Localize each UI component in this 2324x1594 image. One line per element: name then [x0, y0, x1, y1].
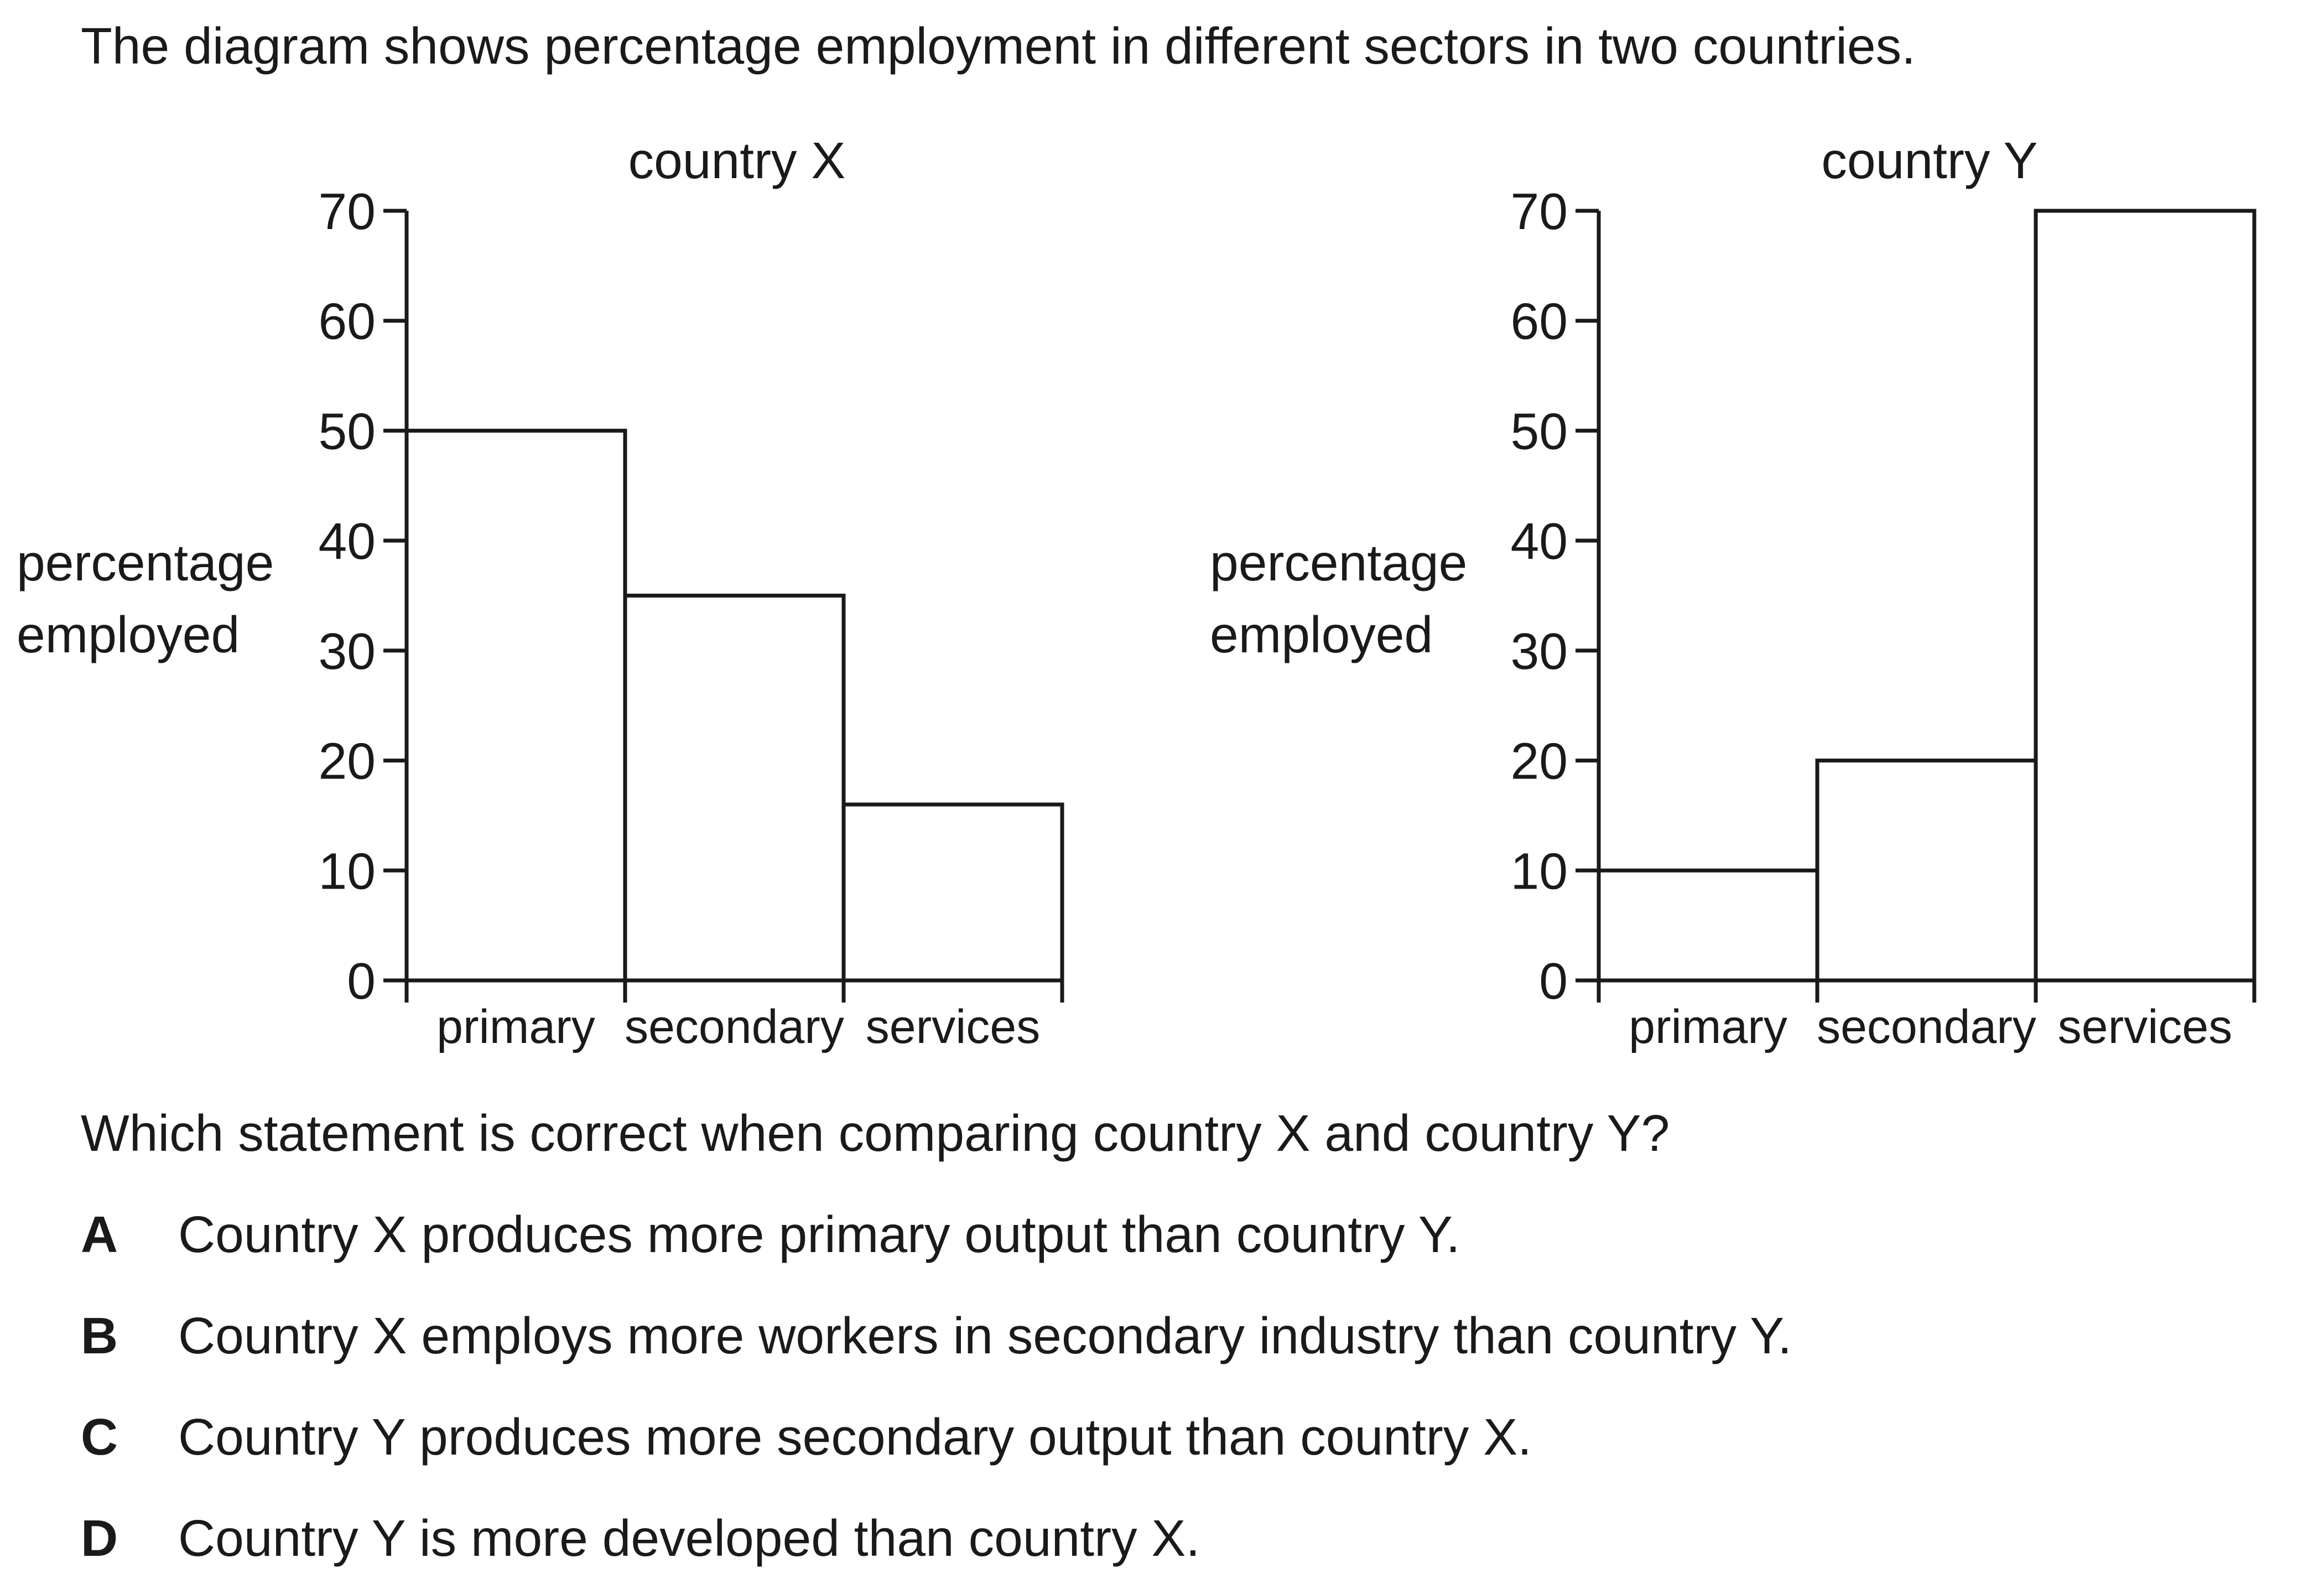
y-axis-label: employed: [17, 606, 240, 663]
y-axis-label: percentage: [17, 534, 274, 591]
y-tick-label: 0: [347, 952, 376, 1010]
y-tick-label: 70: [1511, 183, 1568, 240]
y-tick-label: 30: [319, 622, 376, 680]
chart-title: country X: [628, 132, 846, 189]
option-text: Country Y is more developed than country…: [178, 1509, 1200, 1567]
y-tick-label: 50: [319, 402, 376, 460]
option-text: Country X employs more workers in second…: [178, 1307, 1792, 1364]
option-letter: B: [81, 1307, 118, 1364]
bar: [1815, 759, 2038, 983]
bar: [2034, 209, 2257, 983]
y-tick-label: 40: [1511, 512, 1568, 570]
y-axis-label: employed: [1210, 606, 1433, 663]
y-tick-label: 10: [1511, 842, 1568, 900]
bar: [1597, 868, 1819, 983]
x-tick-label: secondary: [1817, 1000, 2036, 1053]
bar: [841, 802, 1064, 983]
x-tick-label: primary: [1629, 1000, 1787, 1053]
y-tick-label: 0: [1539, 952, 1568, 1010]
x-tick-label: primary: [436, 1000, 595, 1053]
x-tick-label: services: [866, 1000, 1040, 1053]
bar: [404, 428, 627, 983]
x-tick-label: services: [2058, 1000, 2232, 1053]
y-tick-label: 20: [1511, 733, 1568, 790]
y-tick-label: 60: [1511, 293, 1568, 350]
y-tick-label: 50: [1511, 402, 1568, 460]
chart-country-x: country X percentage employed 0 10 20 30 40 50 60…: [17, 132, 1064, 1053]
y-tick-label: 10: [319, 842, 376, 900]
y-tick-label: 70: [319, 183, 376, 240]
intro-text: The diagram shows percentage employment …: [81, 17, 1916, 75]
option-text: Country X produces more primary output t…: [178, 1206, 1460, 1263]
y-axis-label: percentage: [1210, 534, 1467, 591]
y-tick-label: 40: [319, 512, 376, 570]
option-letter: D: [81, 1509, 118, 1567]
question-text: Which statement is correct when comparin…: [81, 1104, 1670, 1162]
option-letter: C: [81, 1408, 118, 1466]
y-tick-label: 30: [1511, 622, 1568, 680]
option-letter: A: [81, 1206, 118, 1263]
option-text: Country Y produces more secondary output…: [178, 1408, 1532, 1466]
y-tick-label: 20: [319, 733, 376, 790]
y-tick-label: 60: [319, 293, 376, 350]
chart-title: country Y: [1821, 132, 2037, 189]
bar: [623, 594, 846, 983]
chart-country-y: country Y percentage employed 0 10 20 30 40 50 60…: [1210, 132, 2257, 1053]
x-tick-label: secondary: [625, 1000, 844, 1053]
